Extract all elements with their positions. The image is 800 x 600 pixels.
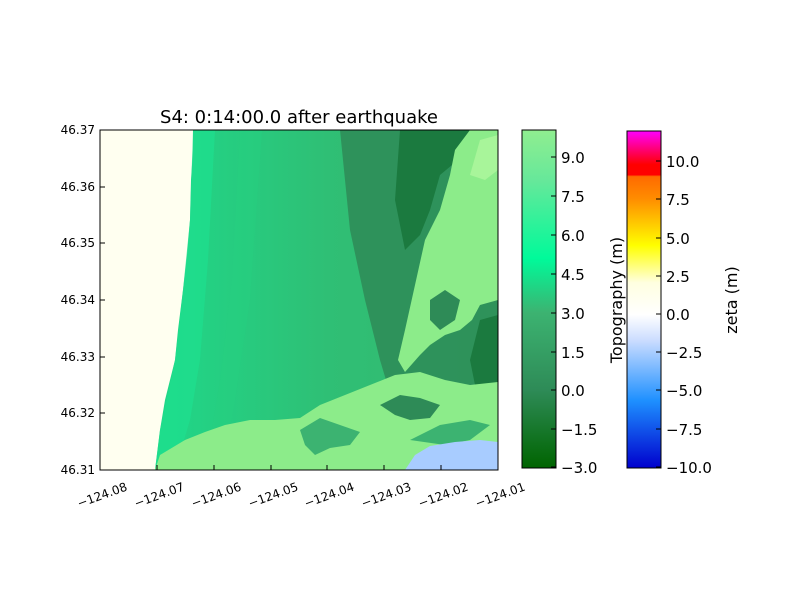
x-tick-label: −124.08 <box>75 480 129 511</box>
y-tick-label: 46.32 <box>61 406 95 420</box>
map-image <box>100 130 498 470</box>
zeta-tick-label: −10.0 <box>666 459 712 477</box>
y-tick-label: 46.34 <box>61 293 95 307</box>
topography-tick-label: 3.0 <box>561 305 585 323</box>
topography-tick-label: 6.0 <box>561 227 585 245</box>
bay-water <box>405 440 498 470</box>
topography-colorbar-gradient <box>521 129 557 469</box>
zeta-tick-label: −5.0 <box>666 382 702 400</box>
topography-tick-label: 0.0 <box>561 382 585 400</box>
x-tick-label: −124.04 <box>302 480 356 511</box>
y-axis: 46.37 46.36 46.35 46.34 46.33 46.32 46.3… <box>61 123 105 477</box>
zeta-tick-label: 7.5 <box>666 191 690 209</box>
y-tick-label: 46.35 <box>61 236 95 250</box>
zeta-tick-label: −2.5 <box>666 344 702 362</box>
zeta-tick-label: 5.0 <box>666 230 690 248</box>
topography-tick-label: −3.0 <box>561 459 597 477</box>
x-tick-label: −124.06 <box>189 480 243 511</box>
x-tick-label: −124.05 <box>246 480 300 511</box>
topography-tick-label: 1.5 <box>561 344 585 362</box>
zeta-tick-label: 10.0 <box>666 153 699 171</box>
x-tick-label: −124.02 <box>416 480 470 511</box>
zeta-colorbar-gradient <box>626 130 662 469</box>
zeta-colorbar-label: zeta (m) <box>722 266 741 333</box>
topography-tick-label: −1.5 <box>561 421 597 439</box>
zeta-colorbar: 10.0 7.5 5.0 2.5 0.0 −2.5 −5.0 −7.5 −10.… <box>626 130 741 477</box>
zeta-tick-label: 0.0 <box>666 306 690 324</box>
topography-tick-label: 4.5 <box>561 266 585 284</box>
x-tick-label: −124.07 <box>132 480 186 511</box>
topography-colorbar: 9.0 7.5 6.0 4.5 3.0 1.5 0.0 −1.5 −3.0 To… <box>521 129 626 477</box>
x-axis: −124.08 −124.07 −124.06 −124.05 −124.04 … <box>75 465 527 511</box>
y-tick-label: 46.36 <box>61 180 95 194</box>
x-tick-label: −124.01 <box>473 480 527 511</box>
plot-title: S4: 0:14:00.0 after earthquake <box>160 107 438 128</box>
topography-tick-label: 9.0 <box>561 149 585 167</box>
zeta-tick-label: −7.5 <box>666 421 702 439</box>
upland-north <box>398 130 498 372</box>
topography-tick-label: 7.5 <box>561 188 585 206</box>
dune-streak <box>155 130 215 470</box>
x-tick-label: −124.03 <box>359 480 413 511</box>
y-tick-label: 46.31 <box>61 463 95 477</box>
topography-colorbar-label: Topography (m) <box>607 237 626 364</box>
zeta-tick-label: 2.5 <box>666 268 690 286</box>
y-tick-label: 46.33 <box>61 350 95 364</box>
y-tick-label: 46.37 <box>61 123 95 137</box>
